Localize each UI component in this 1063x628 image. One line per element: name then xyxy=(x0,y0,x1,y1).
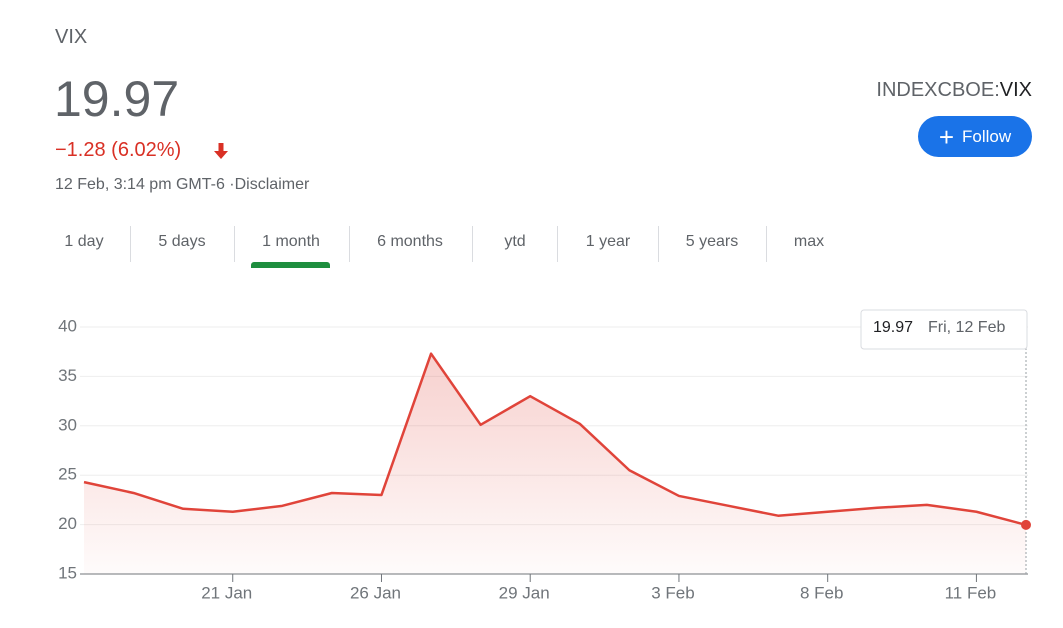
tab-separator xyxy=(658,226,659,262)
tab[interactable]: max xyxy=(793,233,825,250)
tab[interactable]: 1 month xyxy=(262,233,320,250)
y-tick-label: 20 xyxy=(58,514,77,533)
x-tick-label: 3 Feb xyxy=(651,583,694,602)
x-tick-label: 29 Jan xyxy=(499,583,550,602)
y-tick-label: 25 xyxy=(58,465,77,484)
price-line xyxy=(83,352,1027,527)
stock-name: VIX xyxy=(55,26,88,48)
y-tick-label: 15 xyxy=(58,563,77,582)
tooltip-date: Fri, 12 Feb xyxy=(928,319,1005,336)
y-tick-label: 40 xyxy=(58,316,77,335)
tab-separator xyxy=(234,226,235,262)
x-tick-label: 21 Jan xyxy=(201,583,252,602)
disclaimer-link[interactable]: Disclaimer xyxy=(234,176,310,193)
tooltip-box xyxy=(860,309,1028,350)
end-dot xyxy=(1021,519,1031,530)
exchange: INDEXCBOE:VIX xyxy=(876,79,1032,102)
timestamp-text: 12 Feb, 3:14 pm GMT-6 · xyxy=(55,176,235,193)
plus-icon: + xyxy=(938,121,955,152)
tab[interactable]: 5 years xyxy=(685,233,739,250)
exchange-code: INDEXCBOE: xyxy=(876,79,1000,101)
follow-button[interactable]: + Follow xyxy=(918,116,1032,157)
tab-separator xyxy=(130,226,131,262)
tooltip-value: 19.97 xyxy=(873,319,913,336)
y-tick-label: 35 xyxy=(58,366,77,385)
tab-separator xyxy=(557,226,558,262)
x-tick-label: 11 Feb xyxy=(945,583,997,602)
x-tick-label: 26 Jan xyxy=(350,583,401,602)
tab-separator xyxy=(349,226,350,262)
tab[interactable]: 5 days xyxy=(158,233,206,250)
tab[interactable]: ytd xyxy=(504,233,526,250)
tab[interactable]: 6 months xyxy=(377,233,443,250)
tab-separator xyxy=(766,226,767,262)
chart: 15 20 25 30 35 40 21 Jan 26 Jan 29 Jan 3 Feb 8 Feb… xyxy=(58,309,1031,602)
tab[interactable]: 1 year xyxy=(585,233,631,250)
x-tick-label: 8 Feb xyxy=(800,583,843,602)
follow-label: Follow xyxy=(962,126,1012,146)
area-fill xyxy=(84,353,1026,574)
ticker: VIX xyxy=(999,79,1032,101)
tab-indicator xyxy=(251,262,330,268)
down-arrow xyxy=(214,143,228,159)
tab[interactable]: 1 day xyxy=(64,233,104,250)
y-tick-label: 30 xyxy=(58,415,77,434)
change: −1.28 (6.02%) xyxy=(55,139,182,161)
tab-separator xyxy=(472,226,473,262)
timestamp: 12 Feb, 3:14 pm GMT-6 ·Disclaimer xyxy=(55,176,309,194)
price: 19.97 xyxy=(54,71,180,127)
